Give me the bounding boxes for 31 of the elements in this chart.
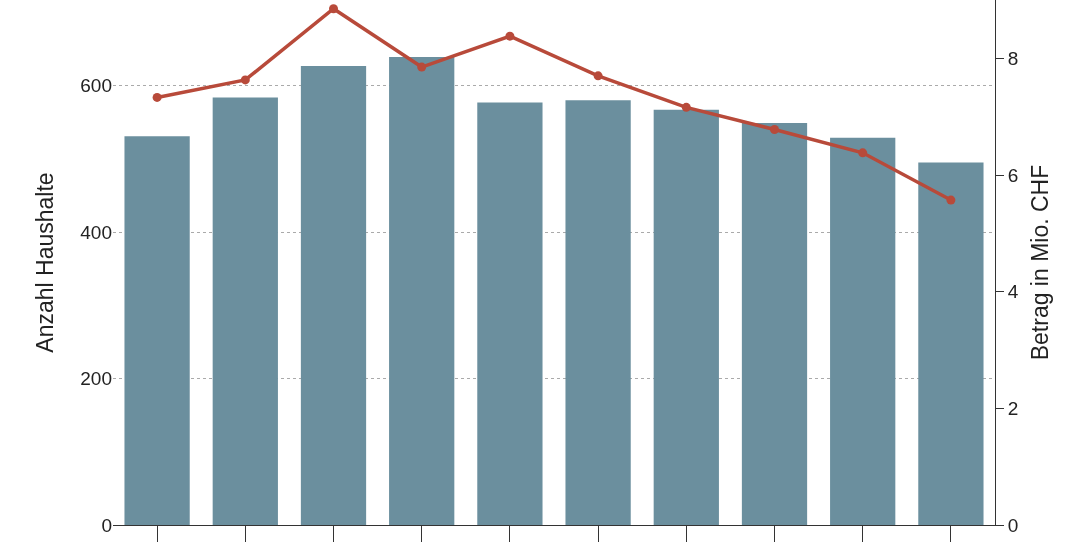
point — [152, 92, 162, 102]
bar — [389, 57, 455, 525]
y-tick-label: 200 — [80, 368, 112, 390]
point — [240, 75, 250, 85]
bar — [212, 97, 278, 525]
y2-axis-title: Betrag in Mio. CHF — [1027, 164, 1054, 361]
y2-tick-label: 6 — [1007, 164, 1019, 186]
point — [858, 148, 868, 158]
y2-tick-label: 8 — [1007, 47, 1019, 69]
point — [329, 4, 338, 14]
bar — [653, 109, 719, 525]
point — [681, 102, 691, 112]
point — [946, 195, 956, 205]
bar — [124, 136, 190, 525]
y2-tick-label: 2 — [1007, 397, 1019, 419]
y2-tick-label: 0 — [1007, 514, 1019, 536]
bar — [477, 102, 543, 525]
y-tick-label: 600 — [80, 75, 112, 97]
point — [593, 71, 603, 81]
bar — [830, 137, 896, 525]
y-tick-label: 400 — [80, 221, 112, 243]
point — [505, 31, 515, 41]
y-axis-title: Anzahl Haushalte — [31, 172, 58, 353]
bar — [741, 123, 808, 525]
point — [770, 125, 779, 134]
bar — [565, 100, 631, 525]
point — [417, 62, 427, 72]
bar — [300, 65, 367, 525]
bar — [918, 162, 984, 525]
y2-tick-label: 4 — [1007, 281, 1019, 303]
y-tick-label: 0 — [101, 514, 112, 536]
